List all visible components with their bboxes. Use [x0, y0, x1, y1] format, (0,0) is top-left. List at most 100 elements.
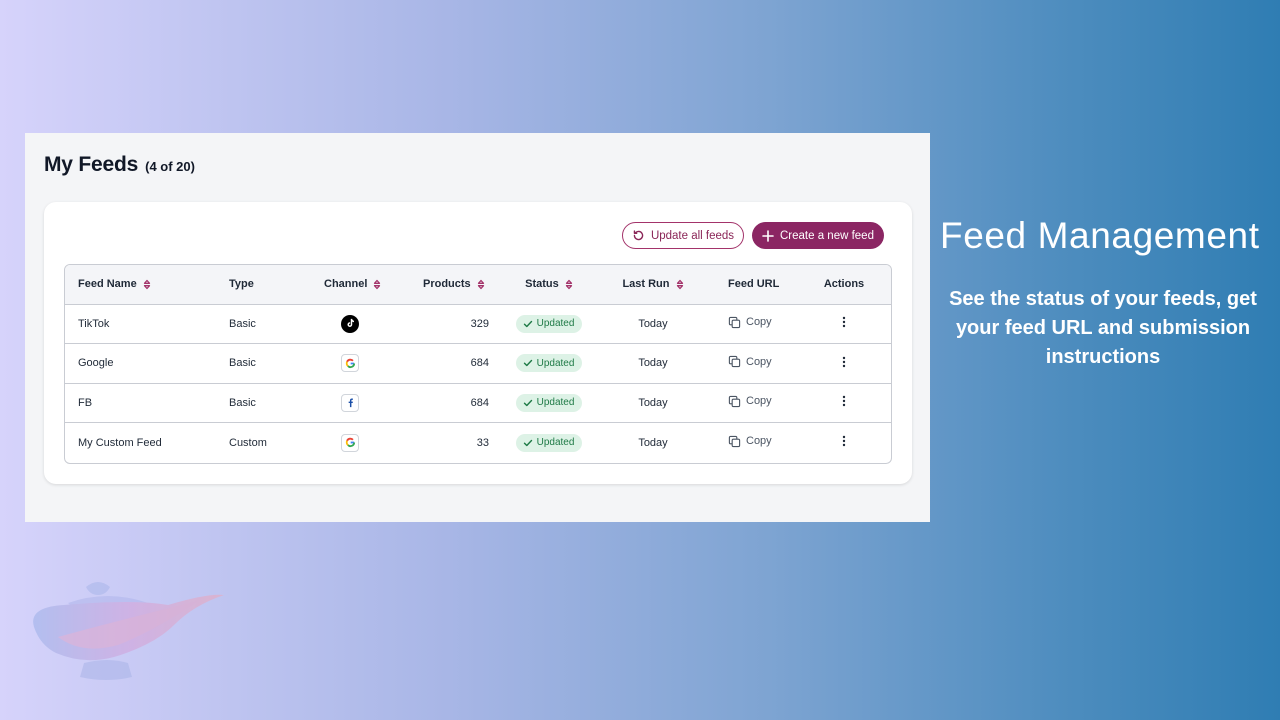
actions-cell	[797, 423, 891, 463]
feed-type-cell: Custom	[229, 436, 267, 449]
status-label: Updated	[536, 397, 575, 409]
copy-url-button[interactable]: Copy	[728, 435, 772, 448]
column-header-label: Status	[525, 278, 559, 291]
status-cell: Updated	[489, 304, 609, 344]
table-row: My Custom Feed Custom	[65, 423, 891, 463]
channel-cell	[310, 383, 419, 423]
promo-title: Feed Management	[940, 215, 1260, 256]
table-row: Google Basic	[65, 344, 891, 384]
table-row: FB Basic 684	[65, 383, 891, 423]
feed-type-cell: Basic	[229, 317, 256, 330]
tiktok-icon	[341, 314, 359, 333]
copy-icon	[728, 395, 741, 407]
genie-lamp-logo-icon	[33, 582, 225, 680]
update-all-feeds-button[interactable]: Update all feeds	[622, 222, 744, 249]
actions-cell	[797, 344, 891, 384]
last-run-cell: Today	[638, 396, 668, 409]
status-label: Updated	[536, 357, 575, 369]
column-header-status[interactable]: Status	[489, 265, 609, 304]
channel-cell	[310, 344, 419, 384]
feed-name-cell[interactable]: My Custom Feed	[78, 436, 162, 449]
copy-icon	[728, 356, 741, 368]
last-run-cell: Today	[638, 357, 668, 370]
products-cell: 329	[470, 317, 489, 330]
column-header-products[interactable]: Products	[419, 265, 489, 304]
feeds-table: Feed Name Type Channel Products	[64, 264, 892, 464]
promo-subtitle: See the status of your feeds, get your f…	[949, 288, 1257, 368]
create-new-feed-label: Create a new feed	[780, 229, 874, 242]
feed-url-cell: Copy	[697, 423, 797, 463]
copy-icon	[728, 435, 741, 447]
column-header-label: Channel	[324, 278, 368, 291]
feed-count: (4 of 20)	[145, 159, 195, 174]
update-all-feeds-label: Update all feeds	[650, 229, 735, 242]
column-header-label: Products	[423, 278, 471, 291]
status-badge: Updated	[515, 354, 583, 373]
feed-name-cell[interactable]: Google	[78, 357, 114, 370]
feed-url-cell: Copy	[697, 383, 797, 423]
column-header-label: Last Run	[622, 278, 670, 291]
feeds-card: Update all feeds Create a new feed Feed …	[44, 202, 912, 484]
column-header-feed-name[interactable]: Feed Name	[65, 265, 229, 304]
copy-label: Copy	[746, 395, 772, 408]
column-header-actions: Actions	[797, 265, 891, 304]
products-cell: 33	[476, 436, 489, 449]
table-header-row: Feed Name Type Channel Products	[65, 265, 891, 304]
feed-name-cell[interactable]: TikTok	[78, 317, 110, 330]
status-cell: Updated	[489, 423, 609, 463]
refresh-icon	[633, 230, 644, 241]
feed-url-cell: Copy	[697, 344, 797, 384]
google-icon	[341, 433, 359, 452]
check-icon	[523, 439, 532, 446]
status-cell: Updated	[489, 344, 609, 384]
feed-type-cell: Basic	[229, 396, 256, 409]
column-header-channel[interactable]: Channel	[310, 265, 419, 304]
column-header-feed-url: Feed URL	[697, 265, 797, 304]
sort-icon[interactable]	[143, 279, 151, 290]
channel-cell	[310, 304, 419, 344]
feed-name-cell[interactable]: FB	[78, 396, 93, 409]
sort-icon[interactable]	[565, 279, 573, 290]
column-header-label: Type	[229, 278, 254, 291]
copy-url-button[interactable]: Copy	[728, 316, 772, 329]
status-badge: Updated	[515, 314, 583, 333]
copy-label: Copy	[746, 316, 772, 329]
column-header-label: Feed URL	[728, 278, 780, 291]
table-row: TikTok Basic 329	[65, 304, 891, 344]
page-heading: My Feeds (4 of 20)	[44, 153, 195, 177]
more-actions-icon[interactable]	[842, 356, 846, 368]
facebook-icon	[341, 393, 359, 412]
last-run-cell: Today	[638, 436, 668, 449]
column-header-label: Feed Name	[78, 278, 137, 291]
page-title: My Feeds	[44, 153, 139, 176]
check-icon	[523, 360, 532, 367]
copy-label: Copy	[746, 355, 772, 368]
status-badge: Updated	[515, 433, 583, 452]
copy-label: Copy	[746, 435, 772, 447]
feed-url-cell: Copy	[697, 304, 797, 344]
sort-icon[interactable]	[477, 279, 485, 290]
more-actions-icon[interactable]	[842, 395, 846, 407]
copy-url-button[interactable]: Copy	[728, 355, 772, 368]
status-label: Updated	[536, 437, 575, 448]
last-run-cell: Today	[638, 317, 668, 330]
sort-icon[interactable]	[373, 279, 381, 290]
column-header-type: Type	[229, 265, 310, 304]
column-header-last-run[interactable]: Last Run	[609, 265, 697, 304]
actions-cell	[797, 383, 891, 423]
sort-icon[interactable]	[676, 279, 684, 290]
channel-cell	[310, 423, 419, 463]
status-label: Updated	[536, 318, 575, 330]
more-actions-icon[interactable]	[842, 435, 846, 447]
column-header-label: Actions	[823, 278, 865, 291]
status-cell: Updated	[489, 383, 609, 423]
google-icon	[341, 354, 359, 373]
more-actions-icon[interactable]	[842, 316, 846, 328]
feed-type-cell: Basic	[229, 357, 256, 370]
products-cell: 684	[470, 357, 489, 370]
check-icon	[523, 320, 532, 327]
create-new-feed-button[interactable]: Create a new feed	[752, 222, 884, 249]
actions-cell	[797, 304, 891, 344]
check-icon	[523, 399, 532, 406]
copy-url-button[interactable]: Copy	[728, 395, 772, 408]
